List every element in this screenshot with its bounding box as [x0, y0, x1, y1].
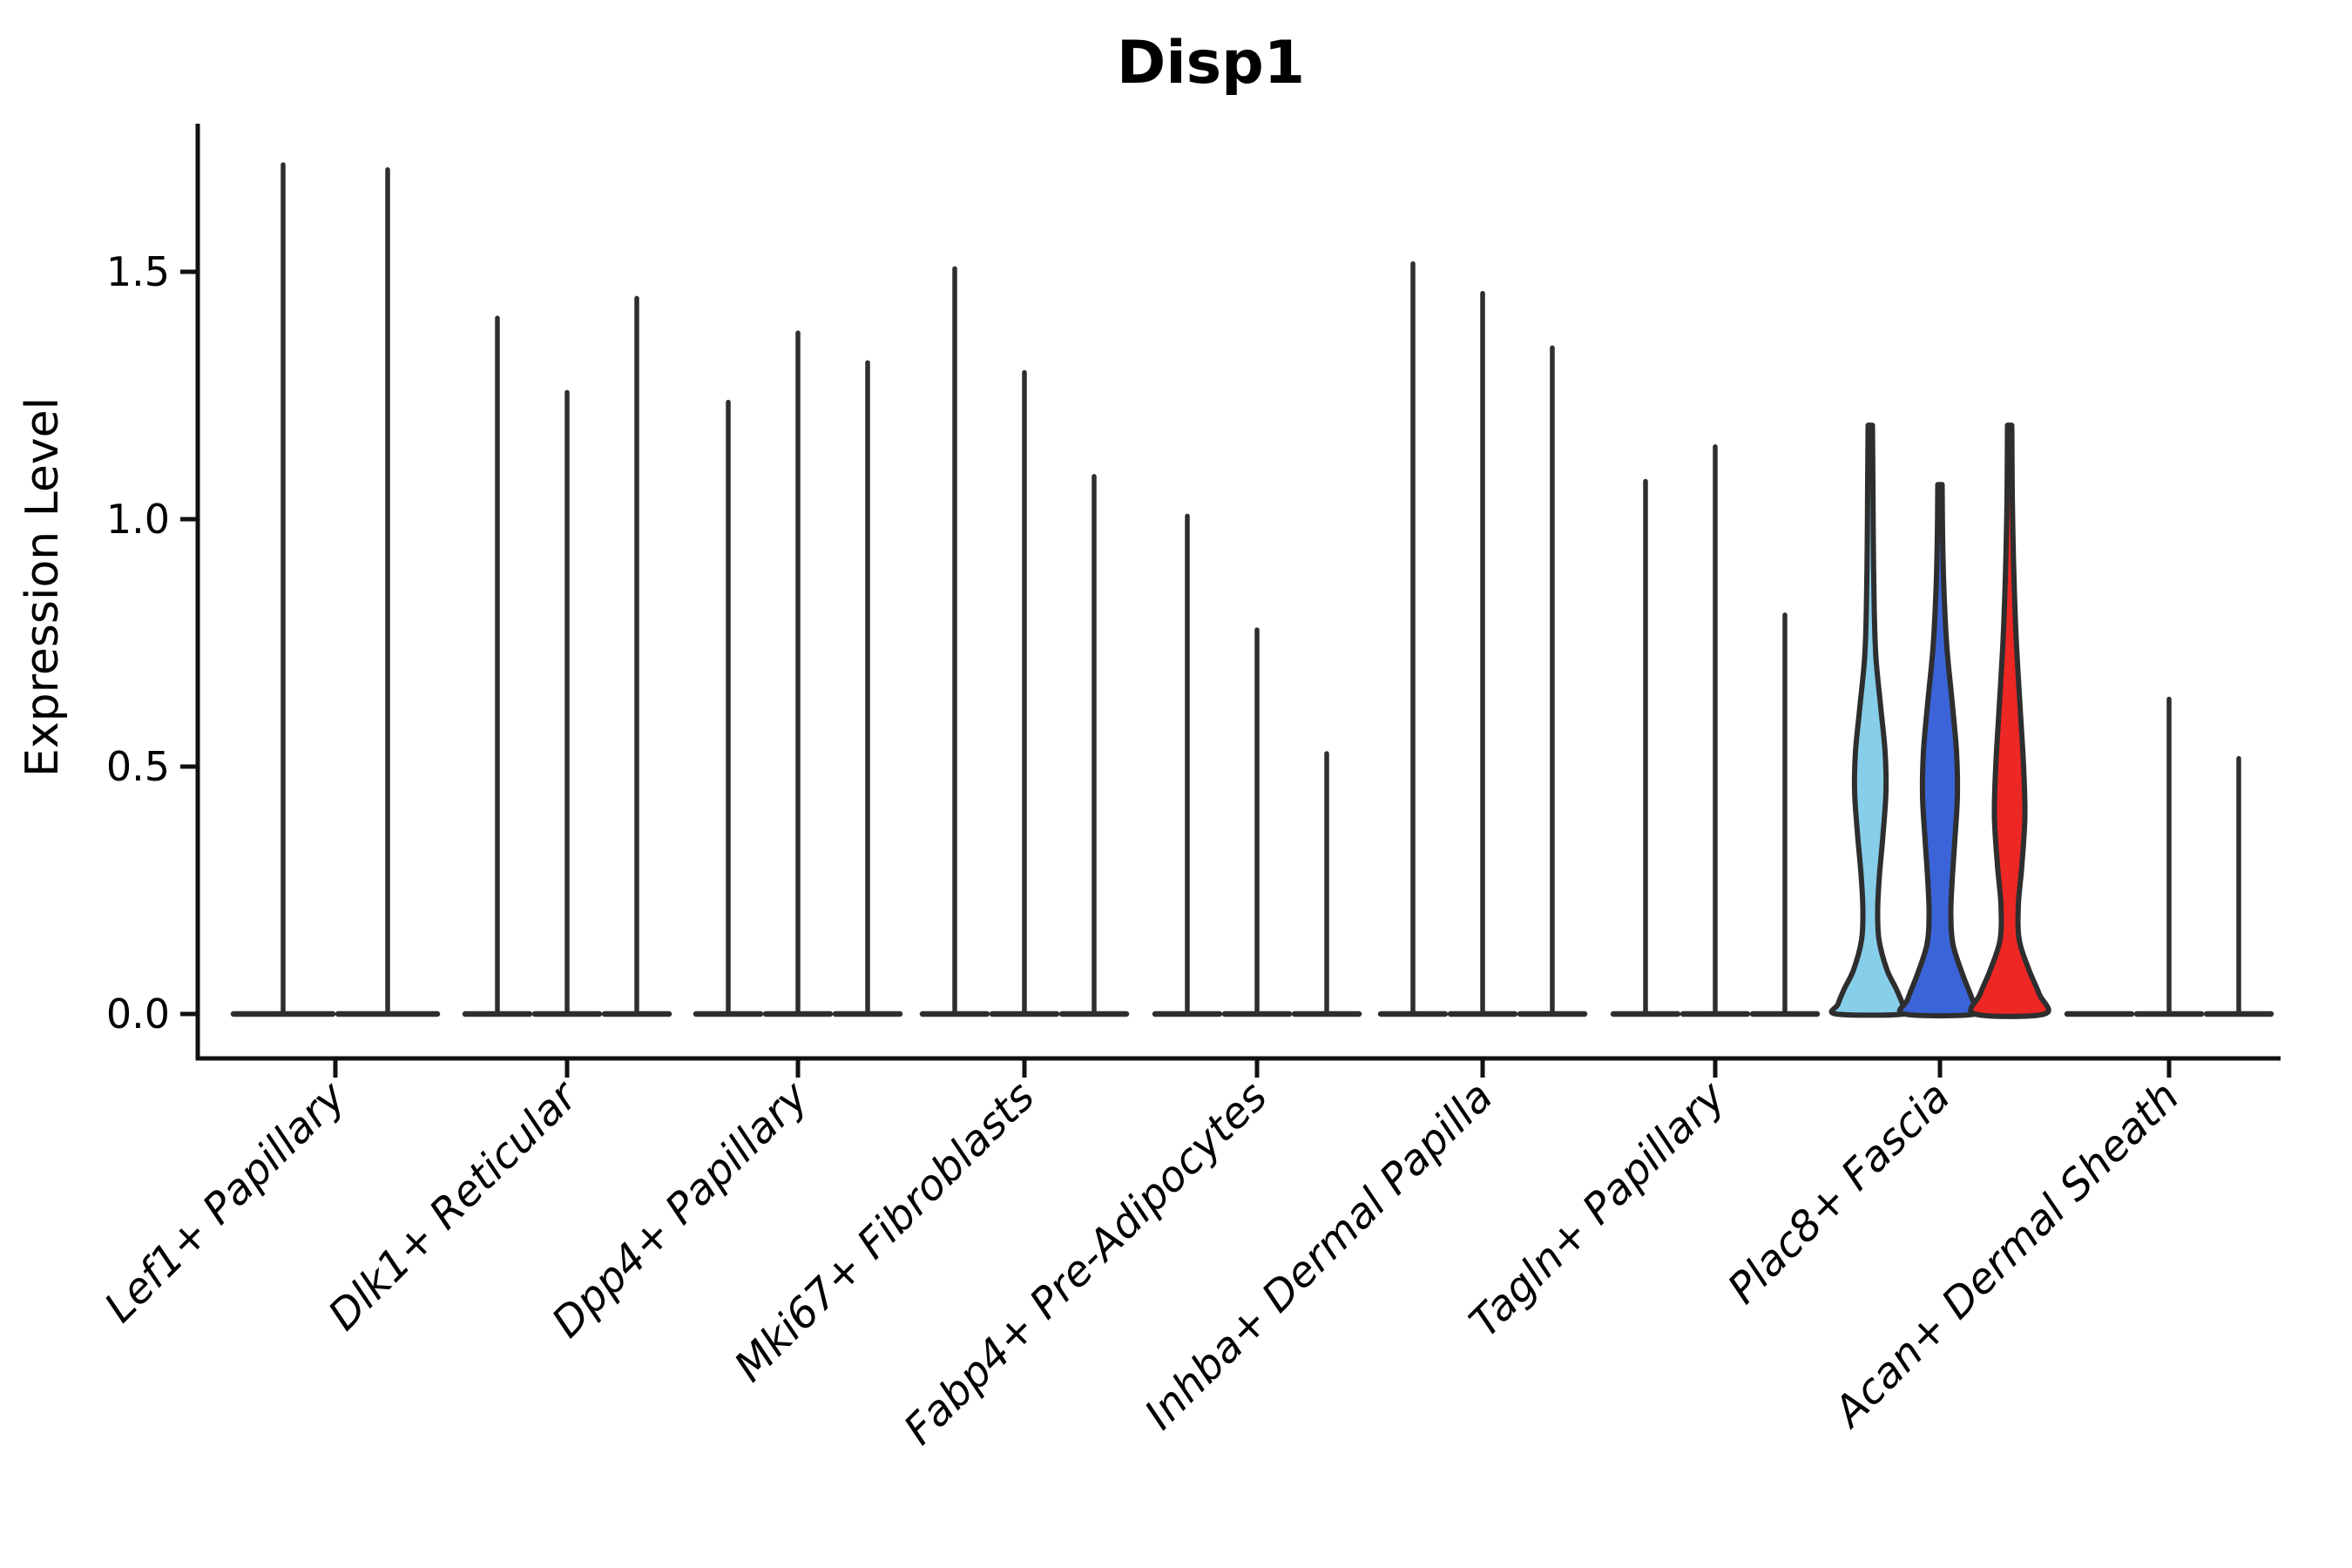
violin-2-2 [832, 360, 903, 1017]
violin-8-1 [2133, 696, 2205, 1017]
y-tick-label: 1.5 [106, 248, 170, 295]
y-tick-label: 0.0 [106, 990, 170, 1037]
violin-4-2 [1291, 751, 1362, 1017]
violin-7-0 [1828, 422, 1912, 1018]
violin-4-1 [1221, 627, 1293, 1017]
y-tick-label: 0.5 [106, 743, 170, 790]
violin-4-0 [1152, 513, 1223, 1017]
violin-7-1 [1896, 482, 1984, 1019]
violin-3-2 [1058, 474, 1130, 1017]
violin-5-2 [1517, 345, 1588, 1017]
violin-5-1 [1447, 290, 1518, 1017]
x-tick-label: Tagln+ Papillary [1460, 1071, 1735, 1347]
violin-5-0 [1377, 260, 1449, 1017]
x-tick-label: Lef1+ Papillary [95, 1071, 355, 1332]
chart-title: Disp1 [1117, 29, 1305, 98]
violin-7-2 [1968, 422, 2051, 1019]
violin-1-2 [601, 295, 672, 1017]
violin-0-1 [335, 166, 441, 1017]
violin-6-0 [1610, 478, 1681, 1017]
violin-6-1 [1680, 444, 1751, 1017]
violin-6-2 [1749, 612, 1821, 1017]
violin-8-2 [2203, 755, 2274, 1017]
violin-0-0 [230, 162, 336, 1017]
violin-body-colored [1896, 482, 1984, 1019]
violin-3-0 [919, 266, 990, 1017]
violin-3-1 [989, 369, 1060, 1017]
violin-2-1 [762, 330, 834, 1017]
x-tick-label: Plac8+ Fascia [1719, 1072, 1960, 1314]
violin-2-0 [693, 399, 764, 1017]
x-tick-label: Dlk1+ Reticular [319, 1071, 589, 1341]
y-tick-label: 1.0 [106, 496, 170, 543]
violin-body-colored [1968, 422, 2051, 1019]
violin-1-0 [462, 315, 533, 1017]
y-axis-label: Expression Level [17, 397, 69, 777]
violin-body-colored [1828, 422, 1912, 1018]
violin-1-1 [531, 389, 603, 1017]
